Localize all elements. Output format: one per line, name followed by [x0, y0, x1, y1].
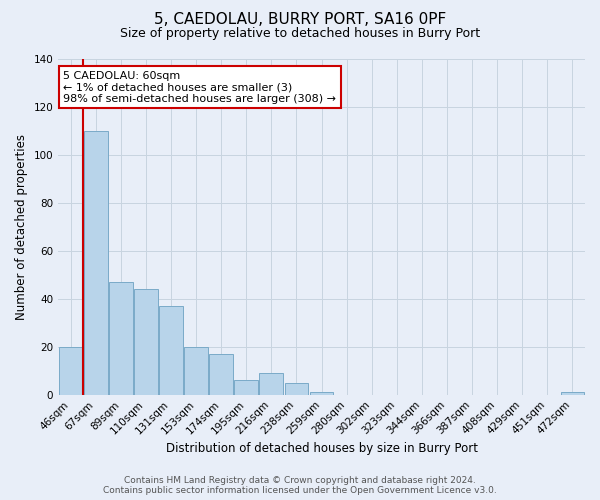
Bar: [134, 289, 158, 395]
Y-axis label: Number of detached properties: Number of detached properties: [15, 134, 28, 320]
Bar: [84, 131, 108, 394]
Bar: [259, 373, 283, 394]
Bar: [109, 282, 133, 395]
Bar: [59, 347, 83, 395]
Bar: [310, 392, 334, 394]
Bar: [284, 382, 308, 394]
Bar: [235, 380, 258, 394]
Text: 5, CAEDOLAU, BURRY PORT, SA16 0PF: 5, CAEDOLAU, BURRY PORT, SA16 0PF: [154, 12, 446, 28]
Bar: [184, 347, 208, 395]
Text: Size of property relative to detached houses in Burry Port: Size of property relative to detached ho…: [120, 28, 480, 40]
Text: 5 CAEDOLAU: 60sqm
← 1% of detached houses are smaller (3)
98% of semi-detached h: 5 CAEDOLAU: 60sqm ← 1% of detached house…: [64, 71, 337, 104]
Bar: [209, 354, 233, 395]
Bar: [560, 392, 584, 394]
Bar: [159, 306, 183, 394]
Text: Contains HM Land Registry data © Crown copyright and database right 2024.
Contai: Contains HM Land Registry data © Crown c…: [103, 476, 497, 495]
X-axis label: Distribution of detached houses by size in Burry Port: Distribution of detached houses by size …: [166, 442, 478, 455]
